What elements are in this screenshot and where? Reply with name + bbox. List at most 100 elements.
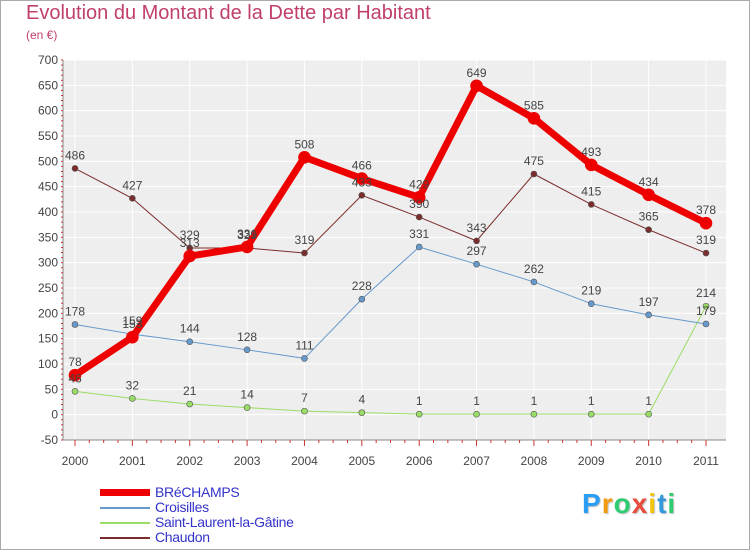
y-tick-label: 400 (38, 205, 58, 219)
data-point-croisilles (186, 338, 194, 346)
data-point-chaudon (301, 249, 308, 257)
data-point-br-champs (355, 172, 369, 185)
data-label-br-champs: 331 (237, 227, 257, 241)
data-label-croisilles: 159 (122, 314, 142, 328)
data-label-saint-laurent-la-g-tine: 7 (301, 391, 308, 405)
data-label-saint-laurent-la-g-tine: 1 (416, 394, 423, 408)
logo-letter: i (648, 488, 658, 519)
data-label-croisilles: 219 (581, 284, 601, 298)
data-point-chaudon (645, 226, 652, 234)
data-point-croisilles (71, 321, 79, 328)
data-point-saint-laurent-la-g-tine (530, 410, 538, 418)
data-label-saint-laurent-la-g-tine: 21 (183, 384, 197, 398)
data-label-croisilles: 197 (639, 295, 659, 309)
legend-label: Saint-Laurent-la-Gâtine (155, 514, 294, 530)
data-label-br-champs: 429 (409, 177, 429, 191)
data-label-saint-laurent-la-g-tine: 214 (696, 286, 716, 300)
data-label-br-champs: 153 (122, 317, 142, 331)
data-label-chaudon: 319 (696, 233, 716, 247)
data-label-croisilles: 262 (524, 262, 544, 276)
x-tick-label: 2001 (119, 454, 146, 468)
data-point-saint-laurent-la-g-tine (473, 410, 480, 418)
data-label-chaudon: 390 (409, 197, 429, 211)
y-tick-label: 550 (38, 129, 58, 143)
data-label-br-champs: 313 (180, 236, 200, 250)
data-point-croisilles (243, 346, 251, 354)
logo-letter: t (657, 488, 668, 519)
data-point-chaudon (129, 195, 136, 202)
data-point-br-champs (298, 150, 311, 164)
y-tick-label: 700 (38, 53, 58, 67)
x-tick-label: 2009 (578, 454, 605, 468)
data-label-br-champs: 378 (696, 203, 716, 217)
y-tick-label: 250 (38, 281, 58, 295)
x-tick-label: 2000 (62, 454, 89, 468)
data-point-croisilles (473, 260, 480, 268)
data-point-br-champs (412, 191, 426, 204)
data-point-croisilles (358, 295, 366, 303)
data-label-chaudon: 475 (524, 154, 544, 168)
data-point-chaudon (71, 165, 79, 172)
logo-letter: i (667, 488, 677, 519)
data-label-chaudon: 329 (180, 228, 200, 242)
data-point-br-champs (68, 368, 82, 382)
data-label-croisilles: 331 (409, 227, 429, 241)
y-tick-label: 150 (38, 332, 58, 346)
data-label-chaudon: 365 (639, 210, 659, 224)
data-point-br-champs (584, 158, 598, 172)
legend-label: Chaudon (155, 529, 210, 545)
data-label-br-champs: 493 (581, 145, 601, 159)
x-tick-label: 2004 (291, 454, 318, 468)
series-line-chaudon (74, 167, 707, 254)
data-label-saint-laurent-la-g-tine: 1 (645, 394, 652, 408)
data-point-br-champs (240, 240, 254, 254)
logo-letter: x (631, 488, 649, 519)
data-point-saint-laurent-la-g-tine (243, 404, 251, 411)
data-point-br-champs (470, 79, 483, 93)
data-label-chaudon: 343 (467, 221, 487, 235)
data-label-saint-laurent-la-g-tine: 1 (473, 394, 480, 408)
data-label-br-champs: 466 (352, 159, 372, 173)
data-label-croisilles: 111 (295, 338, 314, 352)
proxiti-logo: Proxiti (582, 488, 676, 520)
data-label-saint-laurent-la-g-tine: 1 (531, 394, 538, 408)
y-tick-label: 350 (38, 230, 58, 244)
x-tick-label: 2006 (406, 454, 433, 468)
plot-area (63, 60, 726, 440)
data-point-saint-laurent-la-g-tine (301, 407, 308, 415)
data-point-saint-laurent-la-g-tine (358, 409, 366, 416)
data-label-croisilles: 179 (696, 304, 716, 318)
y-tick-label: -50 (41, 433, 59, 447)
logo-letter: o (613, 488, 632, 519)
y-tick-label: 50 (45, 382, 59, 396)
data-label-croisilles: 144 (180, 322, 200, 336)
data-label-chaudon: 427 (122, 178, 142, 192)
x-tick-label: 2008 (521, 454, 548, 468)
data-point-croisilles (301, 355, 308, 362)
data-point-br-champs (183, 249, 197, 263)
logo-letter: P (582, 488, 602, 519)
data-point-saint-laurent-la-g-tine (415, 410, 423, 418)
data-label-saint-laurent-la-g-tine: 1 (588, 394, 595, 408)
data-label-br-champs: 78 (68, 355, 82, 369)
data-point-chaudon (415, 213, 423, 221)
data-label-saint-laurent-la-g-tine: 46 (68, 371, 82, 385)
data-point-croisilles (415, 243, 423, 251)
x-tick-label: 2007 (463, 454, 490, 468)
data-point-br-champs (527, 111, 541, 125)
data-label-saint-laurent-la-g-tine: 32 (126, 378, 140, 392)
data-point-saint-laurent-la-g-tine (645, 410, 652, 418)
legend-swatch (100, 537, 150, 539)
data-label-saint-laurent-la-g-tine: 4 (358, 393, 365, 407)
y-tick-label: 300 (38, 256, 58, 270)
x-tick-label: 2002 (176, 454, 203, 468)
legend-label: BRéCHAMPS (155, 484, 240, 500)
data-point-croisilles (645, 311, 652, 319)
data-label-chaudon: 433 (352, 175, 372, 189)
data-label-br-champs: 585 (524, 98, 544, 112)
y-tick-label: 650 (38, 78, 58, 92)
data-label-chaudon: 486 (65, 148, 85, 162)
data-point-saint-laurent-la-g-tine (186, 400, 194, 408)
chart-title: Evolution du Montant de la Dette par Hab… (26, 2, 431, 24)
